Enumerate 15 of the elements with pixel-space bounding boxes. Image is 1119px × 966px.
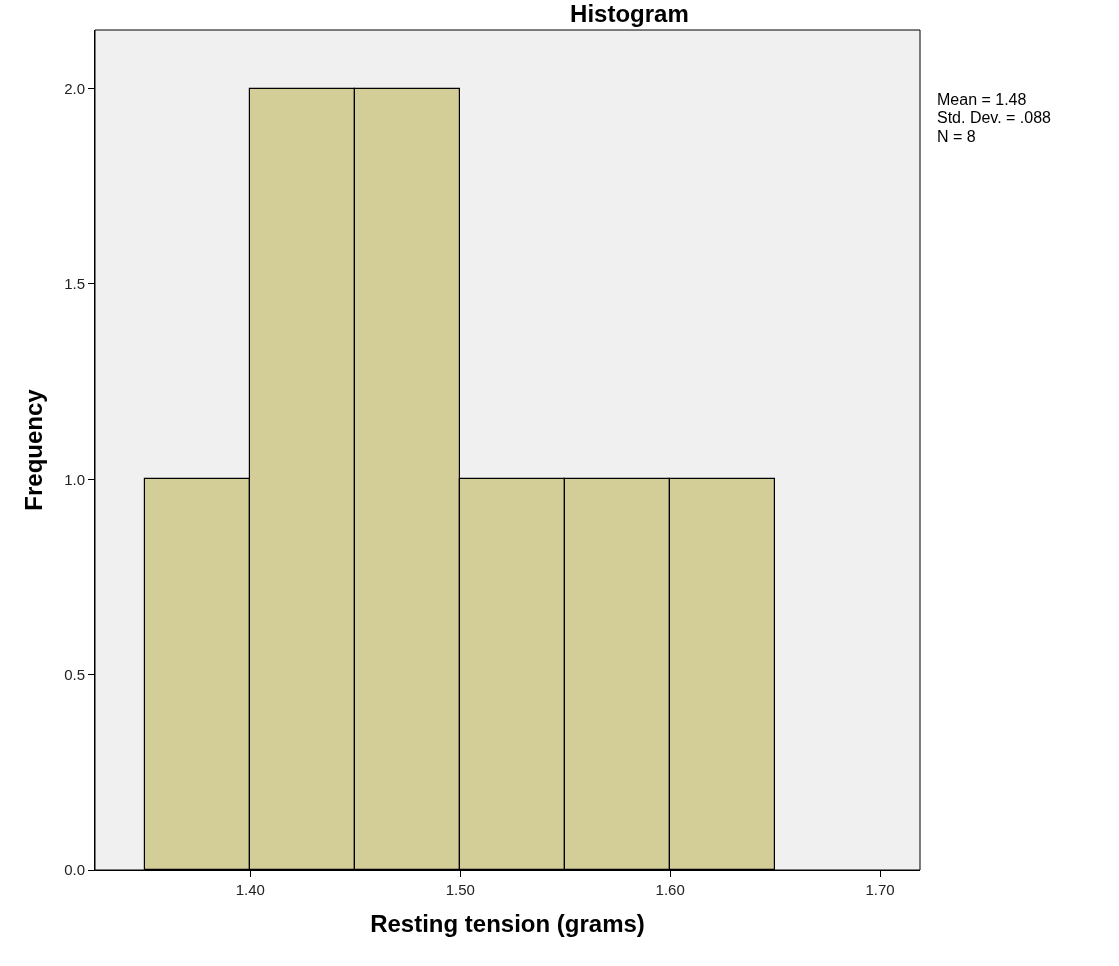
x-axis-title: Resting tension (grams) bbox=[370, 910, 645, 938]
y-axis-title: Frequency bbox=[20, 388, 48, 511]
y-tick-label: 2.0 bbox=[64, 79, 85, 97]
x-tick-label: 1.70 bbox=[865, 881, 895, 898]
text: Std. Dev. = .088 bbox=[937, 109, 1052, 126]
y-tick-label: 0.0 bbox=[64, 861, 85, 879]
y-tick-label: 0.5 bbox=[64, 665, 85, 683]
y-tick-label: 1.5 bbox=[64, 275, 85, 293]
text: N = 8 bbox=[937, 128, 976, 145]
y-tick-label: 1.0 bbox=[64, 470, 85, 488]
chart-title: Histogram bbox=[570, 0, 689, 27]
x-tick-label: 1.50 bbox=[445, 881, 475, 898]
text: Mean = 1.48 bbox=[937, 91, 1027, 108]
x-tick-label: 1.40 bbox=[235, 881, 265, 898]
x-tick-label: 1.60 bbox=[655, 881, 685, 898]
